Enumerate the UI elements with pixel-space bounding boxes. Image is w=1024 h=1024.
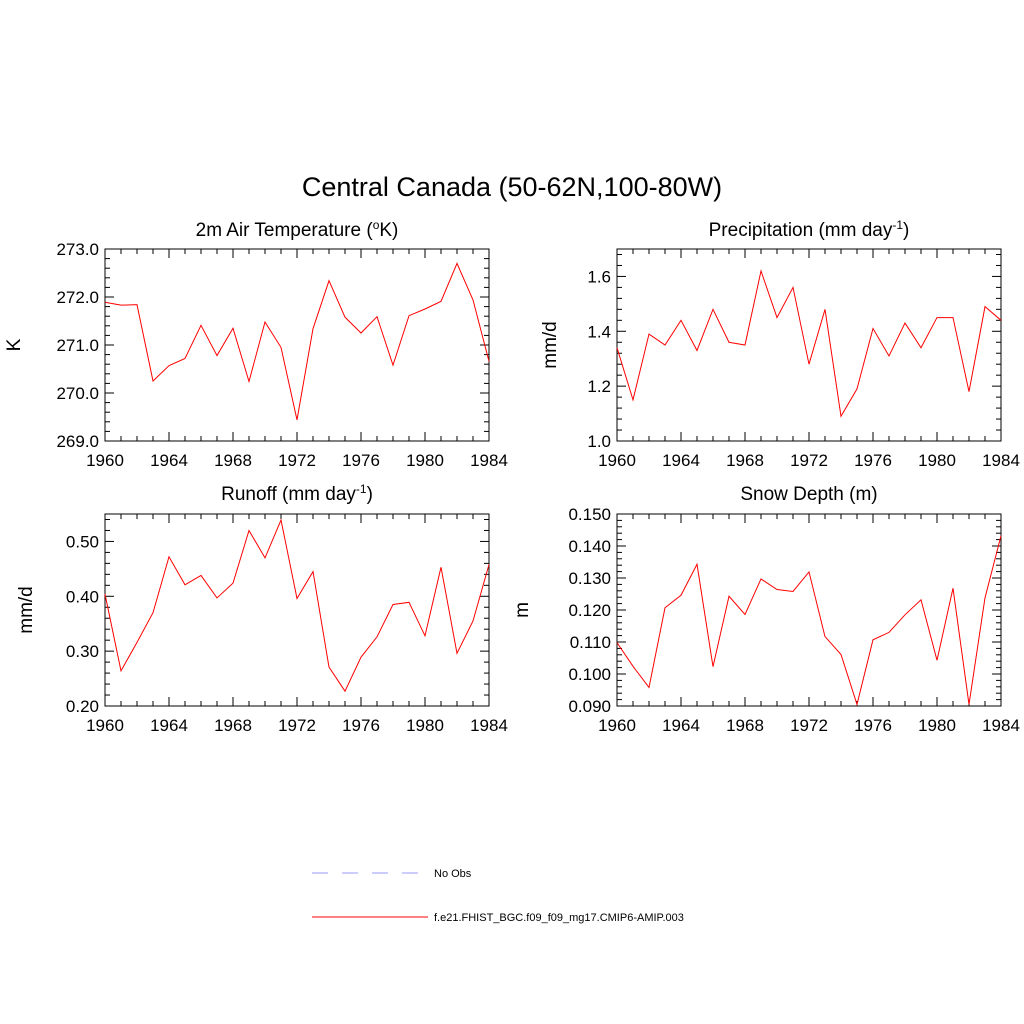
y-tick-label: 0.110 (570, 633, 611, 652)
y-tick-label: 0.140 (568, 537, 611, 556)
panel-title-suffix: K) (379, 220, 398, 241)
x-tick-label: 1964 (150, 451, 188, 470)
panel-title-text: Runoff (mm day (221, 484, 356, 505)
panel-title: Snow Depth (m) (740, 484, 877, 505)
x-tick-label: 1968 (214, 716, 252, 735)
plot-frame (616, 513, 1002, 707)
y-tick-label: 1.2 (587, 377, 611, 396)
x-tick-label: 1968 (214, 451, 252, 470)
y-tick-label: 0.090 (568, 697, 611, 716)
x-tick-label: 1960 (598, 716, 636, 735)
panel-title-superscript: -1 (892, 218, 903, 232)
y-tick-label: 271.0 (56, 336, 99, 355)
y-tick-label: 272.0 (56, 288, 99, 307)
y-tick-label: 273.0 (56, 240, 99, 259)
series-line-precipitation (616, 269, 1002, 418)
x-tick-label: 1976 (342, 716, 380, 735)
x-tick-label: 1976 (342, 451, 380, 470)
y-tick-label: 0.20 (66, 697, 99, 716)
y-tick-label: 1.6 (587, 267, 611, 286)
x-tick-label: 1980 (406, 716, 444, 735)
panel-air-temperature: 2m Air Temperature (oK) K 1960 1964 1968 1972… (4, 218, 508, 470)
x-tick-label: 1984 (470, 716, 508, 735)
x-tick-label: 1980 (918, 716, 956, 735)
x-tick-label: 1976 (854, 451, 892, 470)
y-axis-label: K (4, 338, 25, 351)
y-axis-label: m (512, 602, 533, 618)
y-tick-label: 0.50 (66, 532, 99, 551)
legend-label-model: f.e21.FHIST_BGC.f09_f09_mg17.CMIP6-AMIP.… (434, 912, 684, 924)
x-tick-label: 1984 (982, 451, 1020, 470)
x-tick-label: 1964 (662, 451, 700, 470)
x-tick-label: 1972 (790, 451, 828, 470)
figure-title: Central Canada (50-62N,100-80W) (302, 172, 722, 202)
y-tick-label: 0.150 (568, 505, 611, 524)
x-tick-label: 1980 (406, 451, 444, 470)
y-tick-label: 1.4 (587, 322, 611, 341)
x-tick-label: 1960 (86, 451, 124, 470)
plot-frame (616, 248, 1002, 442)
y-tick-label: 0.130 (568, 569, 611, 588)
panel-title-superscript: o (373, 218, 380, 232)
series-line-air-temperature (104, 262, 490, 420)
x-tick-label: 1972 (278, 716, 316, 735)
panel-runoff: Runoff (mm day-1) mm/d 1960 1964 1968 1972 197… (16, 482, 508, 735)
y-axis-label: mm/d (540, 321, 561, 369)
panel-title-suffix: ) (367, 484, 373, 505)
panel-title-superscript: -1 (356, 482, 367, 496)
plot-frame (104, 248, 490, 442)
panel-title-text: Precipitation (mm day (709, 220, 893, 241)
x-tick-label: 1984 (982, 716, 1020, 735)
y-tick-label: 269.0 (56, 432, 99, 451)
y-tick-label: 0.40 (66, 587, 99, 606)
x-tick-label: 1960 (86, 716, 124, 735)
y-tick-label: 0.30 (66, 642, 99, 661)
series-line-snow-depth (616, 535, 1002, 707)
x-tick-label: 1972 (278, 451, 316, 470)
panel-title-text: 2m Air Temperature ( (196, 220, 374, 241)
panel-precipitation: Precipitation (mm day-1) mm/d 1960 1964 1968… (540, 218, 1020, 470)
x-tick-label: 1984 (470, 451, 508, 470)
y-tick-label: 0.100 (568, 665, 611, 684)
panel-title: Runoff (mm day-1) (221, 482, 373, 505)
panel-title: 2m Air Temperature (oK) (196, 218, 399, 241)
x-tick-label: 1980 (918, 451, 956, 470)
x-tick-label: 1968 (726, 451, 764, 470)
legend: No Obs f.e21.FHIST_BGC.f09_f09_mg17.CMIP… (312, 868, 684, 924)
panel-title: Precipitation (mm day-1) (709, 218, 910, 241)
x-tick-label: 1964 (662, 716, 700, 735)
x-tick-label: 1964 (150, 716, 188, 735)
y-tick-label: 270.0 (56, 384, 99, 403)
legend-label-no-obs: No Obs (434, 868, 472, 880)
x-tick-label: 1960 (598, 451, 636, 470)
panel-title-suffix: ) (903, 220, 909, 241)
x-tick-label: 1976 (854, 716, 892, 735)
x-tick-label: 1972 (790, 716, 828, 735)
y-tick-label: 0.120 (568, 601, 611, 620)
series-line-runoff (104, 518, 490, 693)
y-axis-label: mm/d (16, 586, 37, 634)
panel-snow-depth: Snow Depth (m) m 1960 1964 1968 1972 1976 1980 1… (512, 484, 1020, 735)
panel-title-text: Snow Depth (m) (740, 484, 877, 505)
x-tick-label: 1968 (726, 716, 764, 735)
y-tick-label: 1.0 (587, 432, 611, 451)
